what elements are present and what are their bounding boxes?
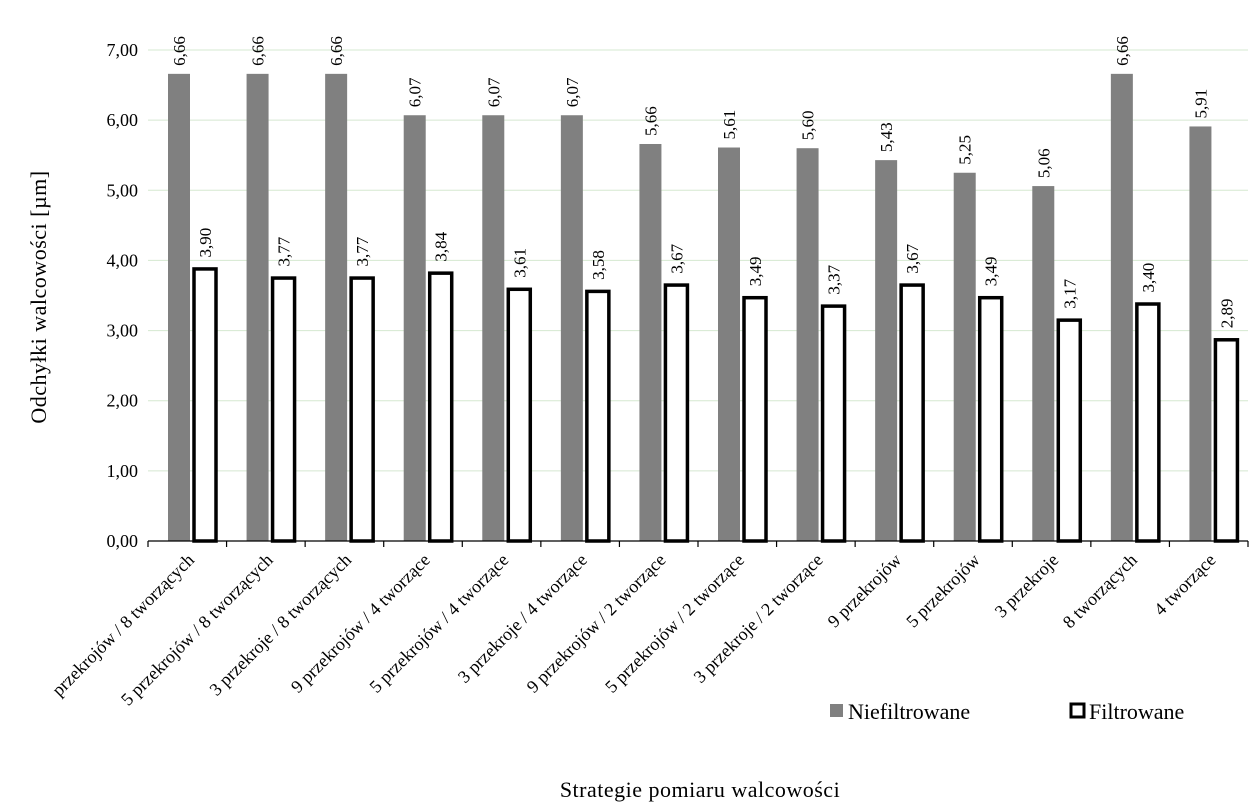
- data-label-filtrowane: 3,37: [825, 264, 844, 294]
- bar-filtrowane: [506, 287, 533, 543]
- x-tick-label: 3 przekroje / 8 tworzących: [205, 550, 355, 700]
- data-label-niefiltrowane: 6,66: [1113, 36, 1132, 66]
- x-tick-label: 5 przekrojów: [902, 550, 984, 632]
- y-tick-label: 4,00: [107, 250, 139, 270]
- x-tick-label: 5 przekrojów / 4 tworzące: [365, 550, 512, 697]
- bar-niefiltrowane: [953, 172, 976, 541]
- data-label-filtrowane: 3,61: [510, 248, 529, 278]
- y-tick-label: 6,00: [107, 110, 139, 130]
- data-label-filtrowane: 3,40: [1139, 263, 1158, 293]
- legend-label-niefiltrowane: Niefiltrowane: [848, 699, 970, 724]
- bar-niefiltrowane: [560, 115, 583, 542]
- bar-filtrowane: [427, 271, 454, 543]
- bar-filtrowane: [742, 295, 768, 543]
- data-label-filtrowane: 3,49: [746, 256, 765, 286]
- legend: Niefiltrowane Filtrowane: [830, 699, 1184, 724]
- bar-niefiltrowane: [168, 73, 190, 541]
- data-label-filtrowane: 3,84: [432, 231, 451, 261]
- y-tick-label: 0,00: [107, 531, 139, 551]
- x-tick-label: 9 przekrojów / 4 tworzące: [287, 550, 434, 697]
- data-label-niefiltrowane: 6,66: [249, 36, 268, 66]
- bar-niefiltrowane: [796, 148, 819, 541]
- bar-filtrowane: [1213, 338, 1240, 543]
- y-tick-label: 3,00: [107, 321, 139, 341]
- bar-filtrowane: [270, 276, 297, 543]
- bar-niefiltrowane: [1032, 186, 1055, 541]
- bar-niefiltrowane: [246, 73, 269, 541]
- bars: [168, 73, 1240, 543]
- data-label-niefiltrowane: 6,07: [563, 77, 582, 107]
- x-tick-label: 8 tworzących: [1059, 550, 1141, 632]
- data-label-filtrowane: 3,17: [1060, 278, 1079, 308]
- data-label-filtrowane: 2,89: [1217, 299, 1236, 329]
- data-label-niefiltrowane: 5,25: [956, 135, 975, 165]
- bar-niefiltrowane: [875, 160, 898, 542]
- data-labels: 6,66 3,90 6,66 3,77 6,66 3,77 6,07 3,84 6,07 3,61…: [170, 36, 1236, 328]
- data-label-niefiltrowane: 5,91: [1191, 89, 1210, 119]
- data-label-filtrowane: 3,67: [903, 243, 922, 273]
- bar-filtrowane: [820, 304, 847, 543]
- data-label-niefiltrowane: 5,60: [799, 110, 818, 140]
- data-label-niefiltrowane: 5,66: [641, 106, 660, 136]
- data-label-niefiltrowane: 6,66: [327, 36, 346, 66]
- bar-filtrowane: [349, 276, 375, 543]
- bar-niefiltrowane: [639, 143, 662, 541]
- data-label-niefiltrowane: 5,43: [877, 122, 896, 152]
- data-label-niefiltrowane: 5,06: [1034, 148, 1053, 178]
- data-label-niefiltrowane: 5,61: [720, 110, 739, 140]
- legend-label-filtrowane: Filtrowane: [1089, 699, 1184, 724]
- data-label-filtrowane: 3,90: [196, 228, 215, 258]
- x-tick-label: 9 przekrojów: [824, 550, 906, 632]
- y-tick-label: 7,00: [107, 40, 139, 60]
- x-tick-label: przekrojów / 8 tworzących: [48, 550, 198, 700]
- x-tick-label: 5 przekrojów / 8 tworzących: [117, 550, 277, 710]
- data-label-filtrowane: 3,49: [982, 256, 1001, 286]
- legend-swatch-filtrowane: [1069, 702, 1086, 719]
- legend-item-filtrowane: Filtrowane: [1069, 699, 1184, 724]
- legend-swatch-niefiltrowane: [830, 704, 843, 717]
- y-tick-label: 1,00: [107, 461, 139, 481]
- x-tick-label: 3 przekroje / 4 tworzące: [454, 550, 591, 687]
- bar-filtrowane: [663, 283, 690, 543]
- bar-filtrowane: [192, 267, 218, 543]
- bar-filtrowane: [1135, 302, 1161, 543]
- data-label-niefiltrowane: 6,07: [406, 77, 425, 107]
- x-tick-label: 9 przekrojów / 2 tworzące: [523, 550, 670, 697]
- bar-filtrowane: [977, 295, 1004, 543]
- x-axis-title: Strategie pomiaru walcowości: [560, 777, 840, 802]
- x-tick-label: 3 przekroje: [991, 550, 1063, 622]
- data-label-filtrowane: 3,67: [667, 243, 686, 273]
- bar-niefiltrowane: [718, 147, 740, 541]
- x-tick-label: 5 przekrojów / 2 tworzące: [601, 550, 748, 697]
- bar-filtrowane: [585, 289, 611, 543]
- bar-niefiltrowane: [325, 73, 348, 541]
- data-label-niefiltrowane: 6,07: [484, 77, 503, 107]
- data-label-filtrowane: 3,77: [275, 236, 294, 266]
- data-label-filtrowane: 3,58: [589, 250, 608, 280]
- gridlines: [148, 49, 1248, 472]
- bar-filtrowane: [899, 283, 925, 543]
- bar-niefiltrowane: [1110, 73, 1133, 541]
- bar-filtrowane: [1056, 318, 1083, 543]
- legend-item-niefiltrowane: Niefiltrowane: [830, 699, 970, 724]
- data-label-niefiltrowane: 6,66: [170, 36, 189, 66]
- y-tick-label: 2,00: [107, 391, 139, 411]
- x-tick-label: 4 tworzące: [1150, 550, 1220, 620]
- y-tick-label: 5,00: [107, 180, 139, 200]
- bar-niefiltrowane: [403, 115, 426, 542]
- y-axis-title: Odchyłki walcowości [µm]: [26, 170, 51, 423]
- data-label-filtrowane: 3,77: [353, 236, 372, 266]
- bar-niefiltrowane: [482, 115, 505, 542]
- bar-niefiltrowane: [1189, 126, 1212, 541]
- x-tick-label: 3 przekroje / 2 tworzące: [690, 550, 827, 687]
